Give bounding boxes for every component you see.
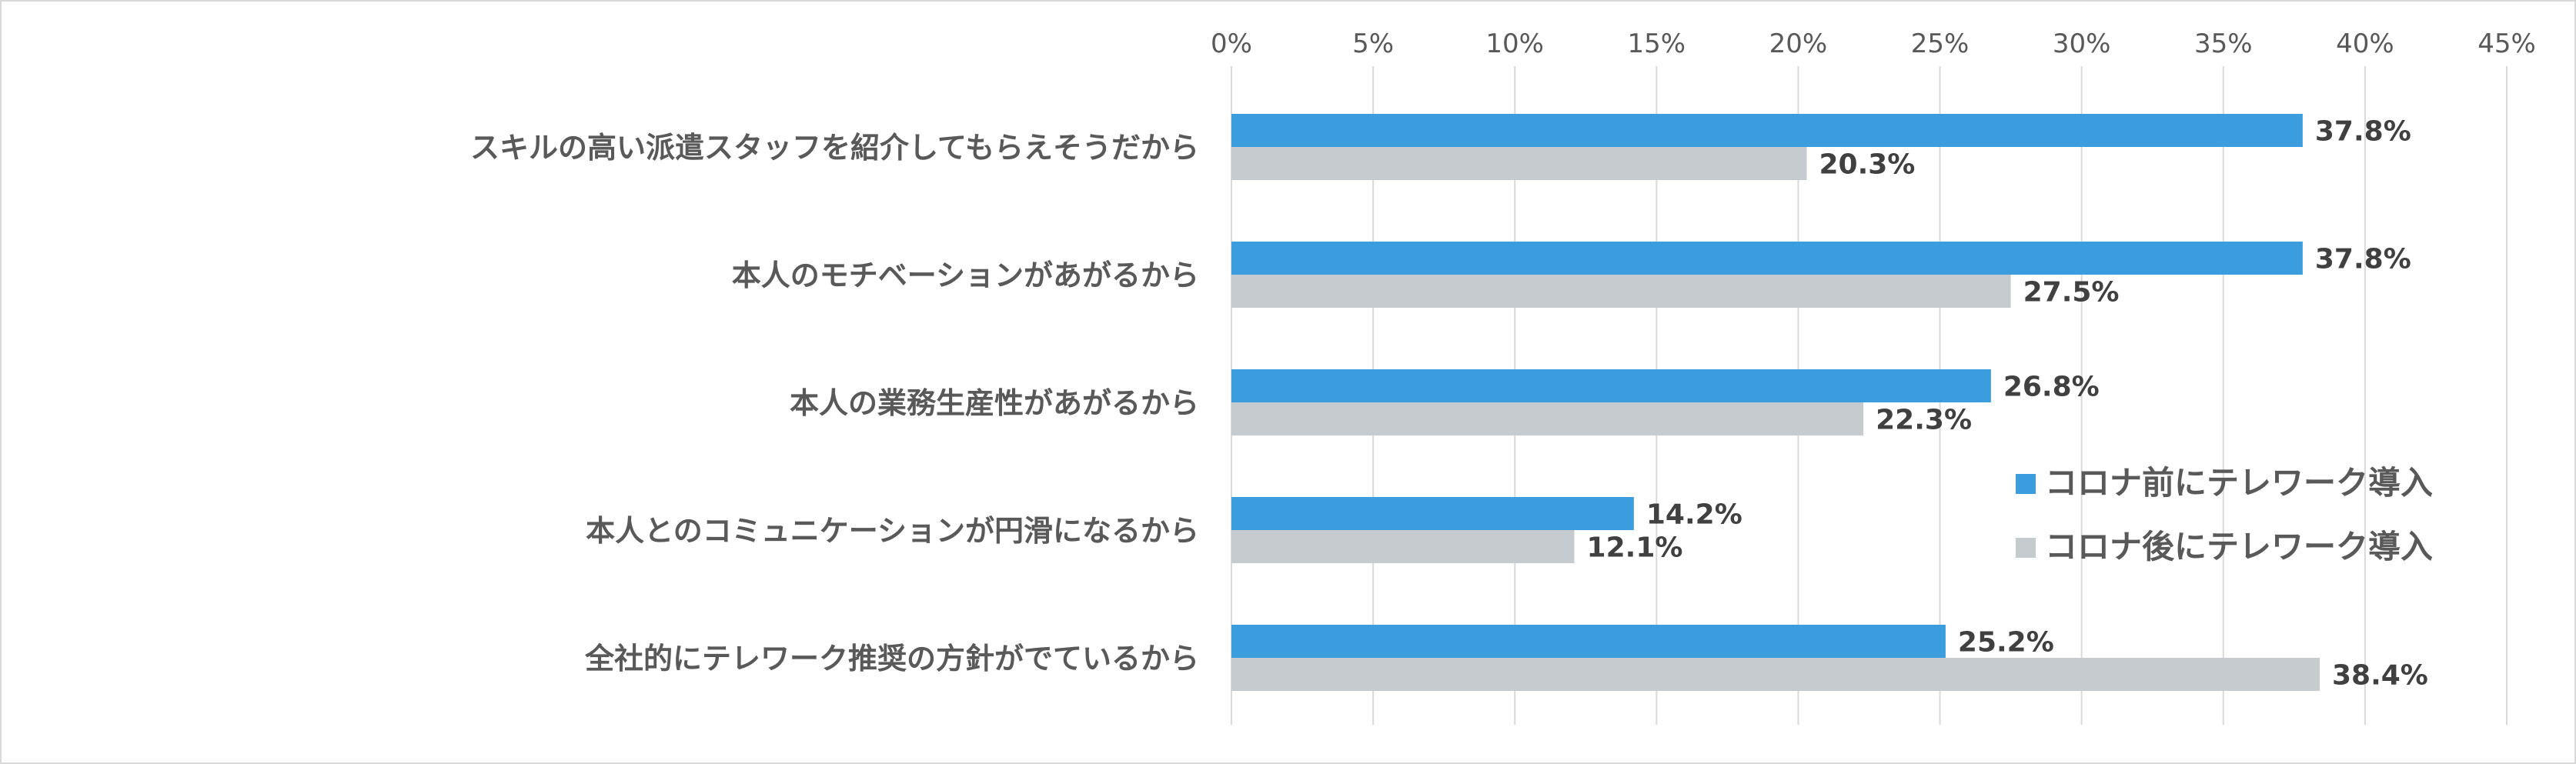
legend-entry: コロナ後にテレワーク導入: [2045, 528, 2433, 565]
x-tick-label: 25%: [1911, 28, 1970, 59]
bar-series-1: [1231, 114, 2303, 147]
bar-series-1: [1231, 242, 2303, 275]
data-label: 12.1%: [1587, 532, 1683, 564]
legend-swatch: [2016, 474, 2036, 494]
category-label: スキルの高い派遣スタッフを紹介してもらえそうだから: [470, 131, 1199, 165]
bar-series-1: [1231, 369, 1991, 402]
x-tick-label: 40%: [2336, 28, 2394, 59]
bars: [1231, 114, 2320, 691]
x-tick-label: 15%: [1628, 28, 1686, 59]
x-tick-label: 30%: [2053, 28, 2111, 59]
x-tick-label: 20%: [1769, 28, 1828, 59]
data-label: 26.8%: [2003, 372, 2100, 403]
category-labels: スキルの高い派遣スタッフを紹介してもらえそうだから本人のモチベーションがあがるか…: [470, 131, 1199, 676]
x-tick-label: 45%: [2477, 28, 2536, 59]
category-label: 本人の業務生産性があがるから: [790, 386, 1199, 420]
bar-series-1: [1231, 625, 1946, 658]
bar-series-2: [1231, 530, 1575, 563]
bar-series-1: [1231, 497, 1634, 530]
data-labels: 37.8% 20.3% 37.8% 27.5% 26.8% 22.3% 14.2%12.1%…: [1587, 116, 2428, 692]
data-label: 14.2%: [1646, 499, 1742, 531]
bar-series-2: [1231, 402, 1864, 435]
bar-series-2: [1231, 658, 2320, 691]
category-label: 全社的にテレワーク推奨の方針がでているから: [584, 642, 1199, 676]
category-label: 本人とのコミュニケーションが円滑になるから: [586, 514, 1199, 548]
bar-series-2: [1231, 147, 1807, 180]
legend-swatch: [2016, 538, 2036, 558]
data-label: 22.3%: [1876, 405, 1972, 436]
data-label: 27.5%: [2023, 277, 2120, 309]
data-label: 20.3%: [1819, 149, 1915, 181]
category-label: 本人のモチベーションがあがるから: [732, 259, 1199, 292]
x-tick-label: 5%: [1352, 28, 1394, 59]
x-tick-label: 35%: [2194, 28, 2253, 59]
legend-entry: コロナ前にテレワーク導入: [2045, 464, 2433, 502]
x-axis-ticks: 0% 5% 10% 15% 20% 25% 30% 35% 40% 45%: [1211, 28, 2536, 59]
data-label: 38.4%: [2332, 660, 2428, 692]
data-label: 37.8%: [2315, 244, 2411, 275]
data-label: 37.8%: [2315, 116, 2411, 148]
x-tick-label: 0%: [1211, 28, 1252, 59]
bar-series-2: [1231, 275, 2011, 308]
data-label: 25.2%: [1958, 627, 2054, 659]
x-tick-label: 10%: [1485, 28, 1544, 59]
